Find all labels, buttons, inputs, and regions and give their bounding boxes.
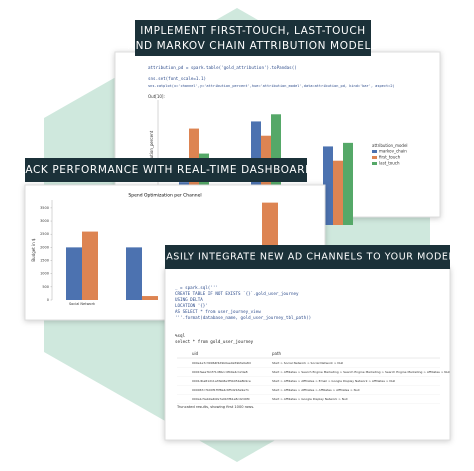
y-tick-label: 2000 <box>40 245 49 249</box>
headline: EASILY INTEGRATE NEW AD CHANNELS TO YOUR… <box>160 252 455 263</box>
card <box>164 267 451 441</box>
cell: 0001faea7b1f71d8bcc4f40e4c124e8 <box>192 370 248 374</box>
code: sns.set(font_scale=1.1) <box>148 76 206 81</box>
x-tick-label: Social Network <box>69 302 96 306</box>
code: sns.catplot(x='channel',y='attribution_p… <box>148 84 395 88</box>
bar <box>126 247 142 300</box>
code: _ = spark.sql(''' <box>175 285 218 290</box>
cell: 0001dba81d11a3fab8e3f5b05ba8b9ce <box>192 379 251 383</box>
y-tick-label: 1000 <box>40 272 49 276</box>
cell: 000067c7b00f1f3f8a4c6f5d2b3e9a71 <box>192 388 249 392</box>
code: '''.format(database_name, gold_user_jour… <box>175 315 311 320</box>
code: USING DELTA <box>175 297 203 302</box>
bar <box>333 160 343 225</box>
code: CREATE TABLE IF NOT EXISTS `{}`.gold_use… <box>175 291 299 296</box>
headline: TRACK PERFORMANCE WITH REAL-TIME DASHBOA… <box>10 164 321 176</box>
bar <box>142 296 158 300</box>
code: LOCATION '{}' <box>175 303 208 308</box>
y-tick-label: 2500 <box>40 232 49 236</box>
bar <box>82 231 98 300</box>
y-tick-label: 3500 <box>40 206 49 210</box>
y-tick-label: 1500 <box>40 259 49 263</box>
headline: IMPLEMENT FIRST-TOUCH, LAST-TOUCH <box>140 25 366 37</box>
query: %sql <box>175 333 186 338</box>
legend-swatch <box>372 156 377 159</box>
headline: AND MARKOV CHAIN ATTRIBUTION MODELS <box>128 40 378 52</box>
legend-swatch <box>372 150 377 153</box>
footer: Truncated results, showing first 1000 ro… <box>176 405 254 409</box>
y-label: Budget in $ <box>31 238 36 262</box>
query: select * from gold_user_journey <box>175 339 254 344</box>
column-header: path <box>272 351 282 356</box>
headline-box <box>25 158 307 182</box>
y-tick-label: 500 <box>42 285 49 289</box>
headline-box <box>165 245 450 269</box>
cell: Start > Affiliates > Search Engine Marke… <box>272 370 450 374</box>
y-tick-label: 3000 <box>40 219 49 223</box>
bar <box>66 247 82 300</box>
column-header: uid <box>192 351 199 356</box>
bar <box>323 146 333 225</box>
cell: Start > Social Network > Social Network … <box>272 361 343 365</box>
cell: 000e1e7c39964f4d9b0ae0a59bfe0a8d <box>192 361 251 365</box>
code: AS SELECT * from user_journey_view <box>175 309 261 314</box>
bar <box>343 142 353 225</box>
integration-panel: EASILY INTEGRATE NEW AD CHANNELS TO YOUR… <box>160 245 455 441</box>
code: attribution_pd = spark.table('gold_attri… <box>148 65 297 70</box>
legend-label: first_touch <box>379 155 401 160</box>
headline-box <box>135 20 371 56</box>
legend-label: markov_chain <box>379 149 407 154</box>
cell: 000a1c5eb9e4bfe7a0b3f61e8cd2d4f0 <box>192 397 250 401</box>
cell: Start > Affiliates > Affiliates > Email … <box>272 379 395 383</box>
chart-title: Spend Optimization per Channel <box>128 193 201 199</box>
output-label: Out[10]: <box>148 94 165 99</box>
legend-swatch <box>372 162 377 165</box>
cell: Start > Affiliates > Google Display Netw… <box>272 397 348 401</box>
y-label: attribution_percent <box>149 130 154 169</box>
legend-title: attribution_model <box>372 143 408 148</box>
y-tick-label: 0 <box>47 298 49 302</box>
legend-label: last_touch <box>379 161 400 166</box>
cell: Start > Affiliates > Affiliates > Affili… <box>272 388 360 392</box>
